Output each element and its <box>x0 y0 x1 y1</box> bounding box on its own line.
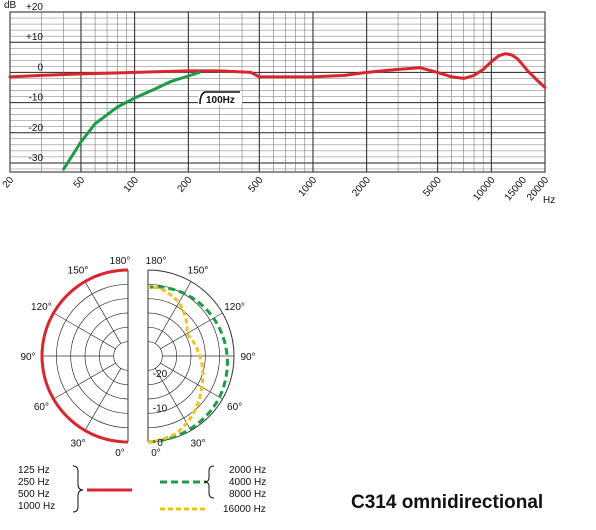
legend-entry: 125 Hz <box>18 465 50 476</box>
polar-series-1 <box>147 285 229 444</box>
frequency-series <box>8 52 547 171</box>
polar-radius-labels: 0 -10 -20 <box>153 369 168 449</box>
polar-grid <box>41 269 235 443</box>
polar-spoke <box>154 368 192 431</box>
series-line-1 <box>62 70 201 171</box>
polar-series-2 <box>147 285 205 444</box>
polar-angle-label: 150° <box>68 265 89 276</box>
annotation-100hz: 100Hz <box>198 91 242 106</box>
annotation-box <box>198 91 242 105</box>
y-tick-label: -20 <box>29 123 44 134</box>
polar-radius-label: 0 <box>157 438 163 449</box>
series-line-0 <box>8 52 547 89</box>
polar-series-0 <box>40 268 129 444</box>
polar-angle-label: 0° <box>115 448 125 459</box>
polar-angle-label: 0° <box>151 448 161 459</box>
polar-spoke <box>154 281 192 344</box>
y-tick-label: -10 <box>29 93 44 104</box>
polar-spoke <box>160 362 223 400</box>
x-tick-label: 200 <box>175 175 194 195</box>
polar-angle-label: 180° <box>110 256 131 267</box>
legend-entry: 8000 Hz <box>229 489 266 500</box>
x-tick-label: 1000 <box>297 175 320 199</box>
polar-series <box>40 268 229 444</box>
polar-angle-label: 180° <box>146 256 167 267</box>
polar-angle-label: 60° <box>34 402 49 413</box>
y-tick-labels: +20 +10 0 -10 -20 -30 <box>26 2 43 164</box>
legend-entry: 1000 Hz <box>18 501 55 512</box>
y-tick-label: 0 <box>37 62 43 73</box>
polar-radius-label: -10 <box>153 404 168 415</box>
legend-brace-1 <box>72 465 84 513</box>
polar-angle-label: 30° <box>70 439 85 450</box>
x-unit-label: Hz <box>543 195 555 206</box>
polar-angle-label: 90° <box>20 352 35 363</box>
x-tick-label: 15000 <box>503 175 530 204</box>
legend-entry: 500 Hz <box>18 489 50 500</box>
polar-spoke <box>84 368 122 431</box>
polar-spoke <box>53 312 116 350</box>
polar-angle-labels: 0° 0° 30° 30° 60° 60° 90° 90° 120° 120° 150° 150° 18… <box>20 256 255 459</box>
polar-spoke <box>53 362 116 400</box>
x-tick-label: 10000 <box>471 175 498 204</box>
polar-angle-label: 30° <box>190 439 205 450</box>
y-tick-label: +10 <box>26 32 43 43</box>
y-tick-label: +20 <box>26 2 43 13</box>
legend-entry: 2000 Hz <box>229 465 266 476</box>
x-tick-label: 100 <box>122 175 141 195</box>
x-tick-label: 2000 <box>350 175 373 199</box>
polar-radius-label: -20 <box>153 369 168 380</box>
y-tick-label: -30 <box>29 153 44 164</box>
legend-brace-2 <box>203 465 215 499</box>
x-tick-label: 50 <box>72 175 88 191</box>
legend-entry: 16000 Hz <box>223 504 266 515</box>
frequency-grid <box>9 11 546 173</box>
polar-ring <box>113 341 129 371</box>
polar-angle-label: 150° <box>188 265 209 276</box>
x-tick-label: 5000 <box>421 175 444 199</box>
annotation-label: 100Hz <box>206 95 235 106</box>
annotation-rolloff-icon <box>199 91 240 105</box>
x-tick-label: 20 <box>1 175 17 191</box>
y-unit-label: dB <box>4 0 17 11</box>
polar-angle-label: 60° <box>227 402 242 413</box>
polar-spoke <box>84 281 122 344</box>
legend-entry: 250 Hz <box>18 477 50 488</box>
polar-ring <box>147 341 163 371</box>
polar-angle-label: 90° <box>240 352 255 363</box>
polar-angle-label: 120° <box>31 302 52 313</box>
x-tick-label: 500 <box>246 175 265 195</box>
polar-pattern-chart: 0° 0° 30° 30° 60° 60° 90° 90° 120° 120° 150° 150° 18… <box>20 256 255 459</box>
legend-entry: 4000 Hz <box>229 477 266 488</box>
polar-angle-label: 120° <box>224 302 245 313</box>
chart-title: C314 omnidirectional <box>351 492 544 513</box>
polar-spoke <box>160 312 223 350</box>
frequency-response-chart: +20 +10 0 -10 -20 -30 dB 20 50 100 200 500 1000 200… <box>1 0 556 206</box>
